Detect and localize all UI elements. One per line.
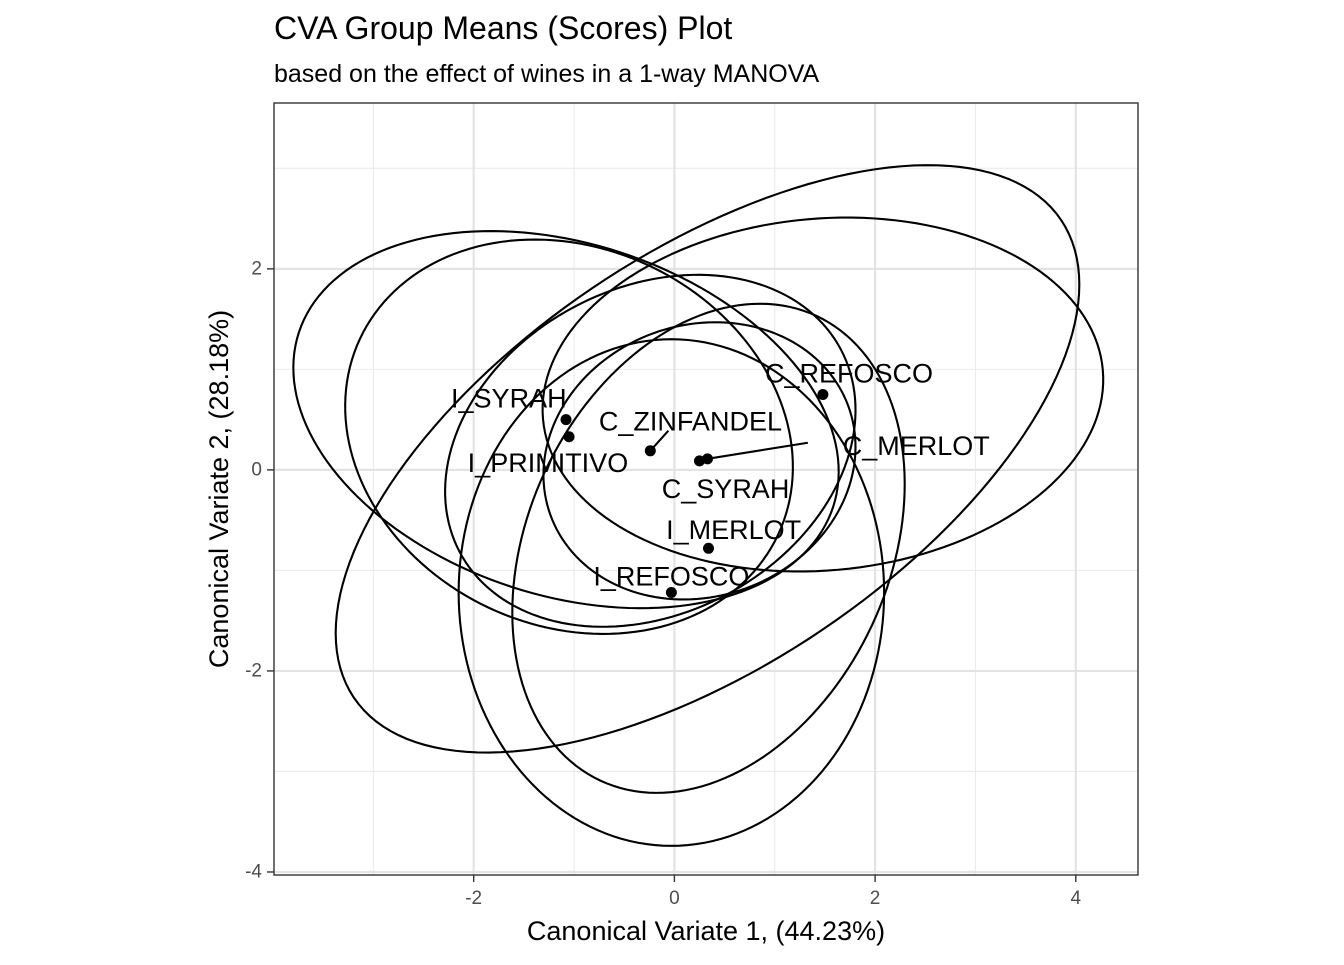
point-i-primitivo xyxy=(563,431,575,443)
label-c-refosco: C_REFOSCO xyxy=(765,358,933,388)
label-i-syrah: I_SYRAH xyxy=(451,384,567,414)
group-mean-points xyxy=(560,389,829,599)
label-i-merlot: I_MERLOT xyxy=(666,515,801,545)
x-axis-title: Canonical Variate 1, (44.23%) xyxy=(527,916,885,946)
point-i-refosco xyxy=(665,587,677,599)
label-i-refosco: I_REFOSCO xyxy=(593,561,749,591)
point-i-syrah xyxy=(560,414,572,426)
point-c-refosco xyxy=(817,389,829,401)
confidence-ellipse-c-zinfandel xyxy=(444,273,857,628)
confidence-ellipse-c-refosco xyxy=(541,216,1105,573)
minor-grid xyxy=(274,103,1138,875)
plot-panel xyxy=(274,103,1138,875)
point-c-zinfandel xyxy=(644,445,656,457)
confidence-ellipse-i-primitivo xyxy=(344,238,794,635)
x-tick-label: -2 xyxy=(465,888,482,909)
y-tick-label: 0 xyxy=(251,459,262,480)
leader-line-c-merlot xyxy=(707,441,809,460)
y-tick-label: -2 xyxy=(245,660,262,681)
x-tick-label: 2 xyxy=(870,888,881,909)
confidence-ellipses xyxy=(292,164,1105,847)
chart-title: CVA Group Means (Scores) Plot xyxy=(274,10,732,46)
major-grid xyxy=(274,103,1138,875)
group-labels: C_REFOSCO I_SYRAH C_ZINFANDEL C_MERLOT I_PRI… xyxy=(451,358,990,591)
point-c-merlot xyxy=(702,453,714,465)
y-tick-label: 2 xyxy=(251,258,262,279)
label-c-merlot: C_MERLOT xyxy=(843,431,990,461)
y-axis: -4 -2 0 2 xyxy=(245,258,274,882)
x-tick-label: 4 xyxy=(1070,888,1081,909)
x-axis: -2 0 2 4 xyxy=(465,875,1081,909)
confidence-ellipse-i-merlot xyxy=(511,302,906,794)
confidence-ellipse-c-merlot xyxy=(334,164,1081,754)
label-c-zinfandel: C_ZINFANDEL xyxy=(599,407,782,437)
label-c-syrah: C_SYRAH xyxy=(662,474,790,504)
point-i-merlot xyxy=(703,542,715,554)
panel-border xyxy=(273,102,1139,876)
confidence-ellipse-i-syrah xyxy=(292,230,840,610)
label-i-primitivo: I_PRIMITIVO xyxy=(468,448,629,478)
y-axis-title: Canonical Variate 2, (28.18%) xyxy=(204,310,234,668)
confidence-ellipse-c-syrah xyxy=(542,321,857,601)
y-tick-label: -4 xyxy=(245,861,262,882)
chart-subtitle: based on the effect of wines in a 1-way … xyxy=(274,60,820,88)
confidence-ellipse-i-refosco xyxy=(457,338,886,847)
x-tick-label: 0 xyxy=(669,888,680,909)
